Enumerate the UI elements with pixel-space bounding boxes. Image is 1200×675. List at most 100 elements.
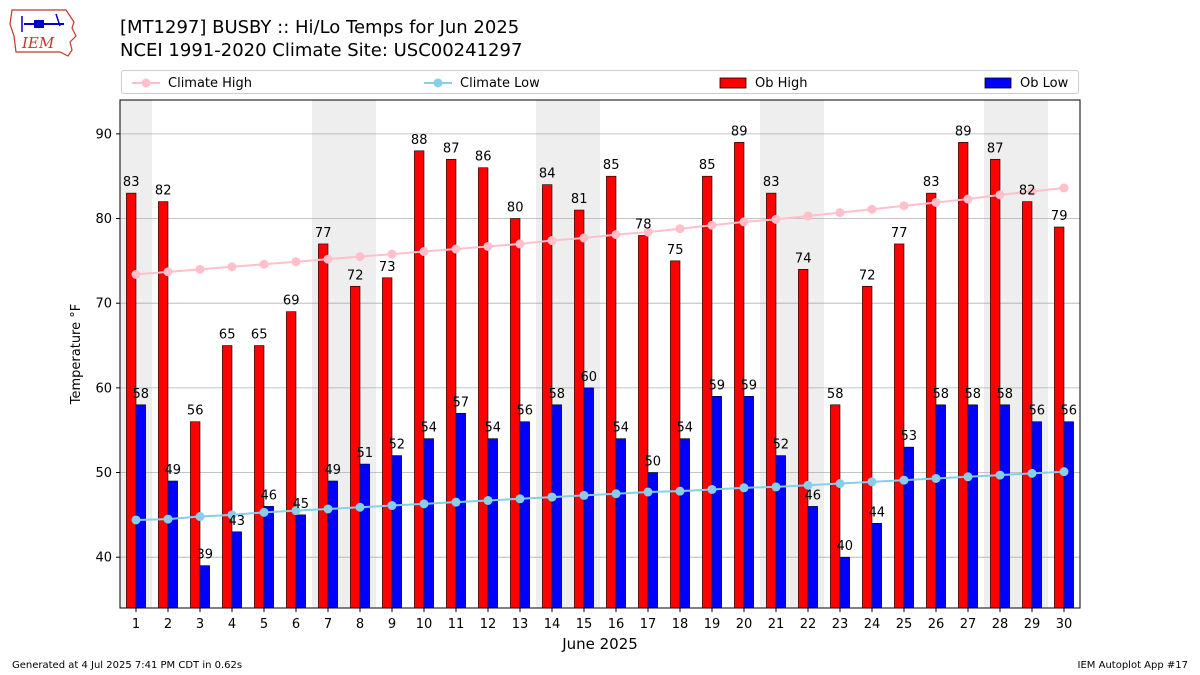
legend: Climate High Climate Low Ob High Ob Low [121, 70, 1079, 94]
climate-high-point [1059, 183, 1069, 193]
climate-low-point [131, 515, 141, 525]
ob-high-bar [446, 158, 457, 609]
ob-low-bar-label: 49 [165, 463, 182, 478]
climate-low-point [707, 484, 717, 494]
ob-high-bar [638, 235, 649, 609]
climate-high-point [163, 267, 173, 277]
chart-title: [MT1297] BUSBY :: Hi/Lo Temps for Jun 20… [120, 17, 520, 38]
x-tick-label: 10 [416, 617, 433, 632]
climate-low-point [675, 486, 685, 496]
y-tick-label: 90 [95, 127, 112, 142]
climate-low-point [419, 499, 429, 509]
ob-low-bar [295, 514, 306, 609]
climate-high-point [995, 190, 1005, 200]
ob-high-bar [254, 345, 265, 609]
logo-text: IEM [21, 34, 55, 52]
legend-label-climate-high: Climate High [168, 75, 253, 91]
x-tick-label: 20 [736, 617, 753, 632]
ob-high-bar-label: 80 [507, 201, 524, 216]
ob-high-bar [286, 311, 297, 609]
climate-high-point [387, 249, 397, 259]
ob-low-bar [487, 438, 498, 609]
ob-low-bar-label: 56 [517, 404, 534, 419]
climate-low-point [259, 507, 269, 517]
climate-low-point [1027, 468, 1037, 478]
climate-high-point [483, 241, 493, 251]
climate-high-line [135, 187, 1065, 276]
legend-label-ob-low: Ob Low [1020, 75, 1069, 91]
y-tick-label: 50 [95, 466, 112, 481]
ob-low-bar-label: 46 [805, 488, 822, 503]
climate-low-point [771, 482, 781, 492]
climate-high-point [675, 224, 685, 234]
x-tick-label: 19 [704, 617, 721, 632]
climate-high-point [643, 227, 653, 237]
ob-high-bar-label: 89 [955, 124, 972, 139]
ob-low-bar-label: 58 [549, 387, 566, 402]
ob-low-bar-label: 56 [1061, 404, 1078, 419]
climate-high-point [1027, 186, 1037, 196]
legend-label-climate-low: Climate Low [460, 75, 540, 91]
ob-high-bar [606, 175, 617, 609]
ob-low-bar [167, 480, 178, 609]
climate-high-point [739, 217, 749, 227]
ob-high-bar-label: 77 [315, 226, 332, 241]
climate-high-point [899, 201, 909, 211]
ob-low-bar [967, 404, 978, 609]
climate-low-point [451, 497, 461, 507]
ob-low-bar-label: 46 [261, 488, 278, 503]
legend-item-ob-high: Ob High [719, 74, 808, 92]
x-tick-label: 27 [960, 617, 977, 632]
ob-low-bar [935, 404, 946, 609]
ob-high-bar-label: 58 [827, 387, 844, 402]
x-tick-label: 17 [640, 617, 657, 632]
ob-high-bar [478, 167, 489, 609]
ob-low-bar [807, 506, 818, 609]
x-tick-label: 16 [608, 617, 625, 632]
climate-low-point [323, 504, 333, 514]
ob-high-bar-label: 82 [1019, 184, 1036, 199]
x-tick-label: 22 [800, 617, 817, 632]
ob-high-bar [414, 150, 425, 609]
legend-item-ob-low: Ob Low [984, 74, 1068, 92]
ob-low-swatch-icon [984, 77, 1012, 89]
gridlines [120, 133, 1080, 558]
ob-high-bar-label: 86 [475, 150, 492, 165]
ob-low-bar-label: 40 [837, 539, 854, 554]
climate-high-point [547, 236, 557, 246]
climate-low-point [931, 473, 941, 483]
x-axis-label: June 2025 [561, 635, 638, 653]
ob-low-bar [615, 438, 626, 609]
climate-high-point [451, 244, 461, 254]
climate-high-point [835, 208, 845, 218]
climate-low-point [803, 480, 813, 490]
climate-high-point [579, 233, 589, 243]
ob-low-bar-label: 54 [677, 421, 694, 436]
ob-high-bar-label: 85 [603, 158, 620, 173]
ob-low-bar [903, 446, 914, 609]
climate-low-point [995, 470, 1005, 480]
climate-lines [131, 183, 1069, 525]
ob-high-bar [990, 158, 1001, 609]
climate-low-point [899, 475, 909, 485]
x-tick-label: 15 [576, 617, 593, 632]
ob-low-bar [391, 455, 402, 609]
ob-low-bar-label: 57 [453, 395, 470, 410]
ob-high-bar [318, 243, 329, 609]
y-tick-label: 70 [95, 297, 112, 312]
chart-subtitle: NCEI 1991-2020 Climate Site: USC00241297 [120, 40, 523, 61]
ob-low-bar [1063, 421, 1074, 609]
ob-low-bar [871, 523, 882, 609]
ob-low-bar-label: 60 [581, 370, 598, 385]
climate-high-point [931, 197, 941, 207]
x-tick-label: 13 [512, 617, 529, 632]
x-tick-label: 11 [448, 617, 465, 632]
ob-high-bar-label: 87 [987, 141, 1004, 156]
ob-high-bar-label: 56 [187, 404, 204, 419]
plot-frame [119, 99, 1081, 609]
x-tick-label: 8 [356, 617, 364, 632]
ob-high-bar-label: 84 [539, 167, 556, 182]
ob-low-bar [327, 480, 338, 609]
ob-high-bar-label: 85 [699, 158, 716, 173]
